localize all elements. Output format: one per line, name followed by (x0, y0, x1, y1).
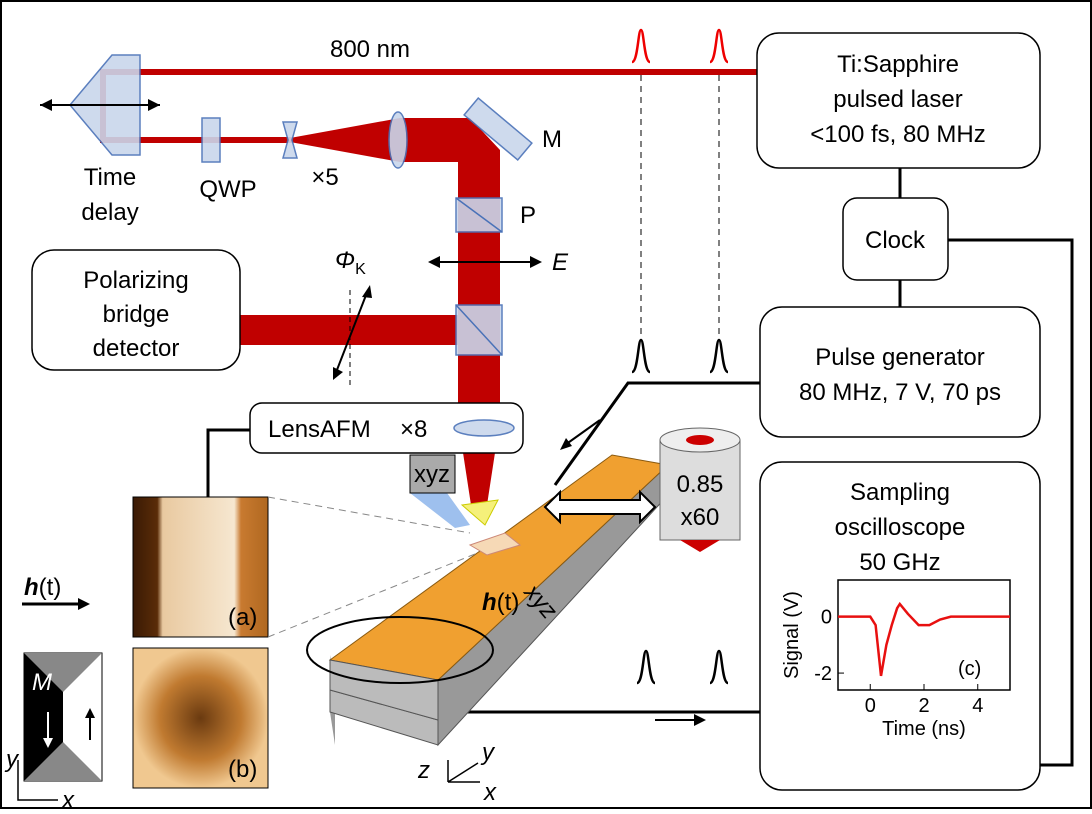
polarizer-label: P (520, 202, 536, 229)
axis-label: y (480, 739, 496, 766)
image-b-label: (b) (228, 756, 257, 783)
axis-label: x (61, 787, 75, 809)
clock-label: Clock (865, 227, 926, 254)
field-label: E (552, 249, 569, 276)
laser-label: <100 fs, 80 MHz (810, 121, 985, 148)
image-a-label: (a) (228, 604, 257, 631)
detector-label: detector (93, 335, 180, 362)
waveplate (202, 118, 220, 162)
qwp-label: QWP (199, 176, 256, 203)
expander-label: ×5 (311, 164, 338, 191)
x-tick-label: 2 (918, 695, 929, 717)
cantilever (410, 493, 470, 528)
mirror-label: M (542, 126, 562, 153)
field-left-label: h(t) (24, 574, 61, 601)
pulse-label: Pulse generator (815, 344, 984, 371)
detector-label: Polarizing (83, 267, 188, 294)
field-sample-label: h(t) (482, 589, 519, 616)
objective-lens (454, 420, 514, 436)
tip-stage-label: xyz (414, 461, 450, 488)
x-axis-label: Time (ns) (882, 718, 966, 740)
tip (462, 500, 498, 525)
x-tick-label: 4 (972, 695, 983, 717)
plot-frame (838, 580, 1010, 690)
wavelength: 800 nm (330, 36, 410, 63)
y-axis-label: Signal (V) (781, 591, 803, 679)
pulses (632, 30, 728, 683)
axis-label: y (4, 746, 20, 773)
detector-label: bridge (103, 301, 170, 328)
axis-label: z (417, 757, 430, 784)
panel-label: (c) (958, 658, 981, 680)
lensafm-label: LensAFM (268, 416, 371, 443)
oscilloscope-label: Sampling (850, 479, 950, 506)
kerr-label: ΦK (335, 247, 366, 278)
convex-lens (389, 112, 407, 168)
x-tick-label: 0 (865, 695, 876, 717)
laser-label: Ti:Sapphire (837, 51, 959, 78)
setup-diagram: 800 nm Ti:Sapphire pulsed laser <100 fs,… (0, 0, 1092, 809)
objective-label: x60 (681, 504, 720, 531)
pulse-generator-box (760, 307, 1040, 437)
delay-label: Time (84, 164, 136, 191)
arrow-head (148, 99, 160, 111)
mag-label: ×8 (400, 416, 427, 443)
magnetization-label: M (32, 669, 52, 696)
pulse-label: 80 MHz, 7 V, 70 ps (799, 379, 1001, 406)
arrow-head (40, 99, 52, 111)
axis-label: x (483, 779, 497, 806)
objective-label: 0.85 (677, 471, 724, 498)
y-tick-label: -2 (814, 663, 832, 685)
oscilloscope-label: oscilloscope (835, 514, 966, 541)
laser-label: pulsed laser (833, 86, 962, 113)
oscilloscope-label: 50 GHz (859, 549, 940, 576)
y-tick-label: 0 (821, 607, 832, 629)
delay-label: delay (81, 199, 138, 226)
